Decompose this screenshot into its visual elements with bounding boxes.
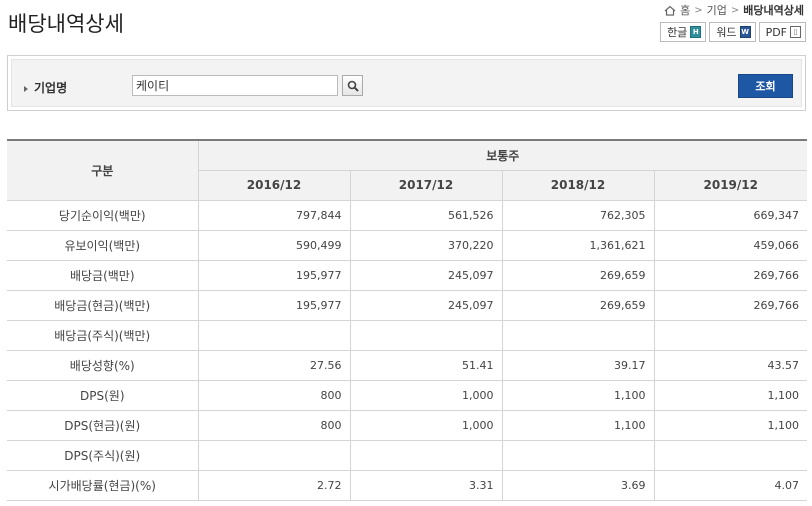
table-cell: 800 [197,409,351,441]
table-cell: 797,844 [197,199,351,231]
row-label: 당기순이익(백만) [7,199,199,231]
table-cell: 1,100 [501,379,655,411]
header-year: 2018/12 [501,169,655,201]
table-cell: 3.31 [349,469,503,501]
breadcrumb: 홈 > 기업 > 배당내역상세 [664,2,804,18]
row-label: DPS(원) [7,379,199,411]
export-buttons: 한글 H 워드 W PDF ▯ [660,22,806,42]
table-cell: 1,100 [653,379,807,411]
hangul-doc-icon: H [690,26,702,38]
table-cell: 2.72 [197,469,351,501]
table-cell [197,319,351,351]
search-icon [347,80,359,92]
table-cell: 1,100 [501,409,655,441]
table-cell [653,319,807,351]
table-cell: 4.07 [653,469,807,501]
company-name-label-text: 기업명 [34,81,68,95]
chevron-right-icon: > [694,4,703,16]
table-row: 배당성향(%) 27.56 51.41 39.17 43.57 [7,349,807,381]
table-cell: 195,977 [197,259,351,291]
table-cell: 27.56 [197,349,351,381]
header-year: 2016/12 [197,169,351,201]
table-cell: 800 [197,379,351,411]
table-cell: 269,766 [653,259,807,291]
breadcrumb-item-home[interactable]: 홈 [680,4,691,17]
table-row: 배당금(백만) 195,977 245,097 269,659 269,766 [7,259,807,291]
header-common-stock: 보통주 [197,139,807,171]
table-row: 당기순이익(백만) 797,844 561,526 762,305 669,34… [7,199,807,231]
search-panel: 기업명 조회 [7,55,806,111]
bullet-icon [24,85,28,92]
table-row: DPS(현금)(원) 800 1,000 1,100 1,100 [7,409,807,441]
table-row: 유보이익(백만) 590,499 370,220 1,361,621 459,0… [7,229,807,261]
table-cell: 269,659 [501,259,655,291]
pdf-doc-icon: ▯ [790,26,801,38]
row-label: 배당금(주식)(백만) [7,319,199,351]
row-label: 배당금(현금)(백만) [7,289,199,321]
query-button[interactable]: 조회 [738,74,793,98]
table-row: 배당금(현금)(백만) 195,977 245,097 269,659 269,… [7,289,807,321]
table-row: 시가배당률(현금)(%) 2.72 3.31 3.69 4.07 [7,469,807,501]
table-cell: 195,977 [197,289,351,321]
table-cell: 459,066 [653,229,807,261]
table-cell: 762,305 [501,199,655,231]
row-label: DPS(현금)(원) [7,409,199,441]
table-cell: 245,097 [349,259,503,291]
table-row: DPS(주식)(원) [7,439,807,471]
header-category: 구분 [7,139,199,201]
table-cell: 245,097 [349,289,503,321]
table-cell: 590,499 [197,229,351,261]
table-cell: 3.69 [501,469,655,501]
export-word-label: 워드 [716,26,737,39]
table-cell: 1,361,621 [501,229,655,261]
table-cell: 269,659 [501,289,655,321]
dividend-table: 구분 보통주 2016/12 2017/12 2018/12 2019/12 당… [7,139,807,501]
export-hangul-button[interactable]: 한글 H [660,22,707,42]
export-hangul-label: 한글 [667,26,688,39]
breadcrumb-item-current: 배당내역상세 [743,4,804,17]
search-panel-inner: 기업명 조회 [11,59,802,107]
table-cell [501,319,655,351]
table-cell: 269,766 [653,289,807,321]
table-cell: 669,347 [653,199,807,231]
table-cell: 561,526 [349,199,503,231]
table-cell [349,319,503,351]
company-name-input[interactable] [132,75,338,96]
table-cell [349,439,503,471]
table-row: 배당금(주식)(백만) [7,319,807,351]
row-label: 유보이익(백만) [7,229,199,261]
table-cell: 1,000 [349,379,503,411]
home-icon[interactable] [664,5,676,16]
table-row: DPS(원) 800 1,000 1,100 1,100 [7,379,807,411]
word-doc-icon: W [739,26,751,38]
page-title: 배당내역상세 [8,12,124,36]
table-cell [653,439,807,471]
export-pdf-label: PDF [765,25,787,39]
table-cell [501,439,655,471]
table-cell: 43.57 [653,349,807,381]
header-year: 2017/12 [349,169,503,201]
table-cell: 1,000 [349,409,503,441]
export-word-button[interactable]: 워드 W [709,22,756,42]
row-label: DPS(주식)(원) [7,439,199,471]
breadcrumb-item-company[interactable]: 기업 [706,4,727,17]
export-pdf-button[interactable]: PDF ▯ [758,22,806,42]
search-button[interactable] [342,75,363,96]
table-cell: 370,220 [349,229,503,261]
row-label: 배당금(백만) [7,259,199,291]
header-year: 2019/12 [653,169,807,201]
row-label: 시가배당률(현금)(%) [7,469,199,501]
row-label: 배당성향(%) [7,349,199,381]
table-cell: 51.41 [349,349,503,381]
chevron-right-icon: > [730,4,740,16]
table-cell [197,439,351,471]
company-name-label: 기업명 [24,79,67,96]
table-cell: 39.17 [501,349,655,381]
table-cell: 1,100 [653,409,807,441]
